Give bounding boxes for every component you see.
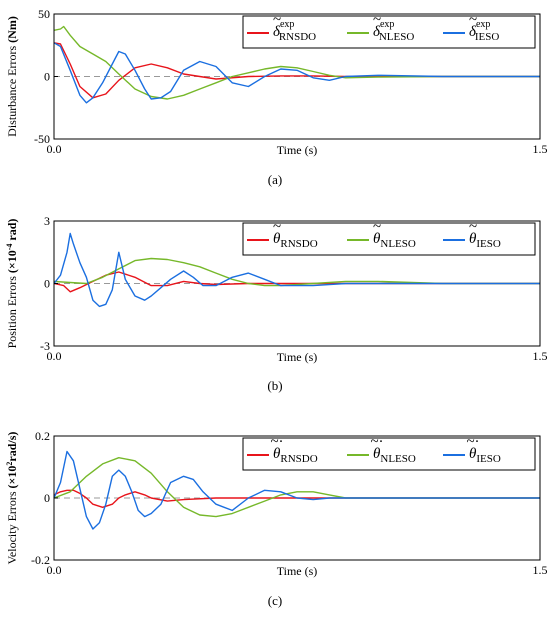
- x-tick-label: 0.0: [47, 349, 62, 363]
- series-line-nleso: [53, 257, 540, 287]
- y-axis-label-unit: (×10: [5, 250, 19, 273]
- legend-entry-label: θIESO: [469, 231, 501, 250]
- legend-entry-label: δexp NLESO: [373, 19, 414, 43]
- legend-superscript: exp: [476, 19, 490, 30]
- legend: ~δexp RNSDO~δexp NLESO~δexp IESO: [242, 12, 536, 49]
- legend-symbol: δ: [469, 24, 477, 40]
- legend-entry-label: δexp IESO: [469, 19, 499, 43]
- legend-entry-label: θIESO: [469, 446, 501, 465]
- x-tick-label: 0.0: [47, 142, 62, 156]
- x-axis-label: Time (s): [277, 564, 318, 578]
- legend-superscript: exp: [380, 19, 394, 30]
- y-tick-label: 50: [38, 7, 50, 21]
- legend-subscript: IESO: [476, 453, 501, 465]
- x-tick-label: 0.0: [47, 563, 62, 577]
- x-tick-label: 1.5: [533, 142, 548, 156]
- panel-caption: (a): [268, 172, 282, 187]
- legend-symbol: δ: [373, 24, 381, 40]
- legend-symbol: θ: [469, 231, 477, 247]
- legend-entry-label: δexp RNSDO: [273, 19, 316, 43]
- legend-box: [242, 437, 536, 471]
- y-axis-label-unit: (×10: [5, 466, 19, 489]
- legend-entry-label: θRNSDO: [273, 231, 318, 250]
- legend-subscript: RNSDO: [280, 453, 317, 465]
- series-line-ieso: [53, 450, 540, 530]
- y-tick-label: 0: [44, 70, 50, 84]
- y-axis-label-exponent: -4: [5, 244, 14, 251]
- series-line-nleso: [53, 457, 540, 518]
- legend-symbol: θ: [273, 446, 281, 462]
- x-tick-label: 1.5: [533, 349, 548, 363]
- y-axis-label-main: Position Errors: [5, 273, 19, 348]
- chart-panel-3: 0.2 0 -0.20.0 1.5 Time (s) Velocity Errors (×…: [5, 429, 548, 578]
- series-line-rnsdo: [53, 489, 540, 508]
- legend-subscript: NLESO: [379, 31, 415, 43]
- chart-panel-2: 3 0 -30.0 1.5 Time (s) Position Errors (×10-4…: [5, 214, 548, 364]
- legend-subscript: NLESO: [380, 238, 416, 250]
- legend-accent: ~: [469, 219, 477, 235]
- x-axis-label: Time (s): [277, 350, 318, 364]
- y-axis-label: Disturbance Errors (Nm): [5, 16, 19, 137]
- x-tick-label: 1.5: [533, 563, 548, 577]
- legend-subscript: RNSDO: [280, 238, 317, 250]
- legend-superscript: exp: [280, 19, 294, 30]
- legend-symbol: δ: [273, 24, 281, 40]
- y-axis-label: Velocity Errors (×102rad/s): [5, 432, 19, 565]
- legend-accent: ~: [273, 12, 281, 28]
- legend-accent: ~: [373, 219, 381, 235]
- y-axis-label: Position Errors (×10-4 rad): [5, 219, 19, 349]
- legend-box: [242, 15, 536, 49]
- chart-panel-1: 50 0 -500.0 1.5 Time (s) Disturbance Errors (…: [5, 7, 548, 157]
- legend-subscript: NLESO: [380, 453, 416, 465]
- legend-subscript: IESO: [475, 31, 500, 43]
- legend-symbol: θ: [469, 446, 477, 462]
- y-tick-label: 0: [44, 491, 50, 505]
- x-axis-label: Time (s): [277, 143, 318, 157]
- legend-accent: ~·: [466, 434, 479, 450]
- legend-accent: ~·: [370, 434, 383, 450]
- y-tick-label: 3: [44, 214, 50, 228]
- y-tick-label: -50: [34, 132, 50, 146]
- legend-entry-label: θNLESO: [373, 231, 416, 250]
- y-tick-label: 0: [44, 277, 50, 291]
- y-tick-label: -0.2: [31, 553, 50, 567]
- legend: ~·θRNSDO~·θNLESO~·θIESO: [242, 434, 536, 471]
- legend-subscript: IESO: [476, 238, 501, 250]
- legend: ~θRNSDO~θNLESO~θIESO: [242, 219, 536, 256]
- series-line-ieso: [53, 42, 540, 104]
- panel-caption: (c): [268, 593, 282, 608]
- y-axis-label-main: Disturbance Errors: [5, 43, 19, 137]
- series-line-ieso: [53, 232, 540, 308]
- series-line-rnsdo: [53, 271, 540, 293]
- legend-symbol: θ: [273, 231, 281, 247]
- legend-entry-label: θRNSDO: [273, 446, 318, 465]
- legend-accent: ~: [273, 219, 281, 235]
- legend-accent: ~: [469, 12, 477, 28]
- series-line-nleso: [53, 25, 540, 100]
- legend-symbol: θ: [373, 231, 381, 247]
- y-axis-label-unit-end: rad/s): [5, 432, 19, 462]
- legend-accent: ~·: [270, 434, 283, 450]
- legend-accent: ~: [373, 12, 381, 28]
- y-tick-label: -3: [40, 339, 50, 353]
- legend-entry-label: θNLESO: [373, 446, 416, 465]
- legend-symbol: θ: [373, 446, 381, 462]
- panel-caption: (b): [267, 378, 282, 393]
- y-tick-label: 0.2: [35, 429, 50, 443]
- y-axis-label-unit: (Nm): [5, 16, 19, 43]
- legend-subscript: RNSDO: [279, 31, 316, 43]
- y-axis-label-main: Velocity Errors: [5, 488, 19, 564]
- y-axis-label-unit-end: rad): [5, 219, 19, 244]
- legend-box: [242, 222, 536, 256]
- y-axis-label-exponent: 2: [5, 462, 14, 466]
